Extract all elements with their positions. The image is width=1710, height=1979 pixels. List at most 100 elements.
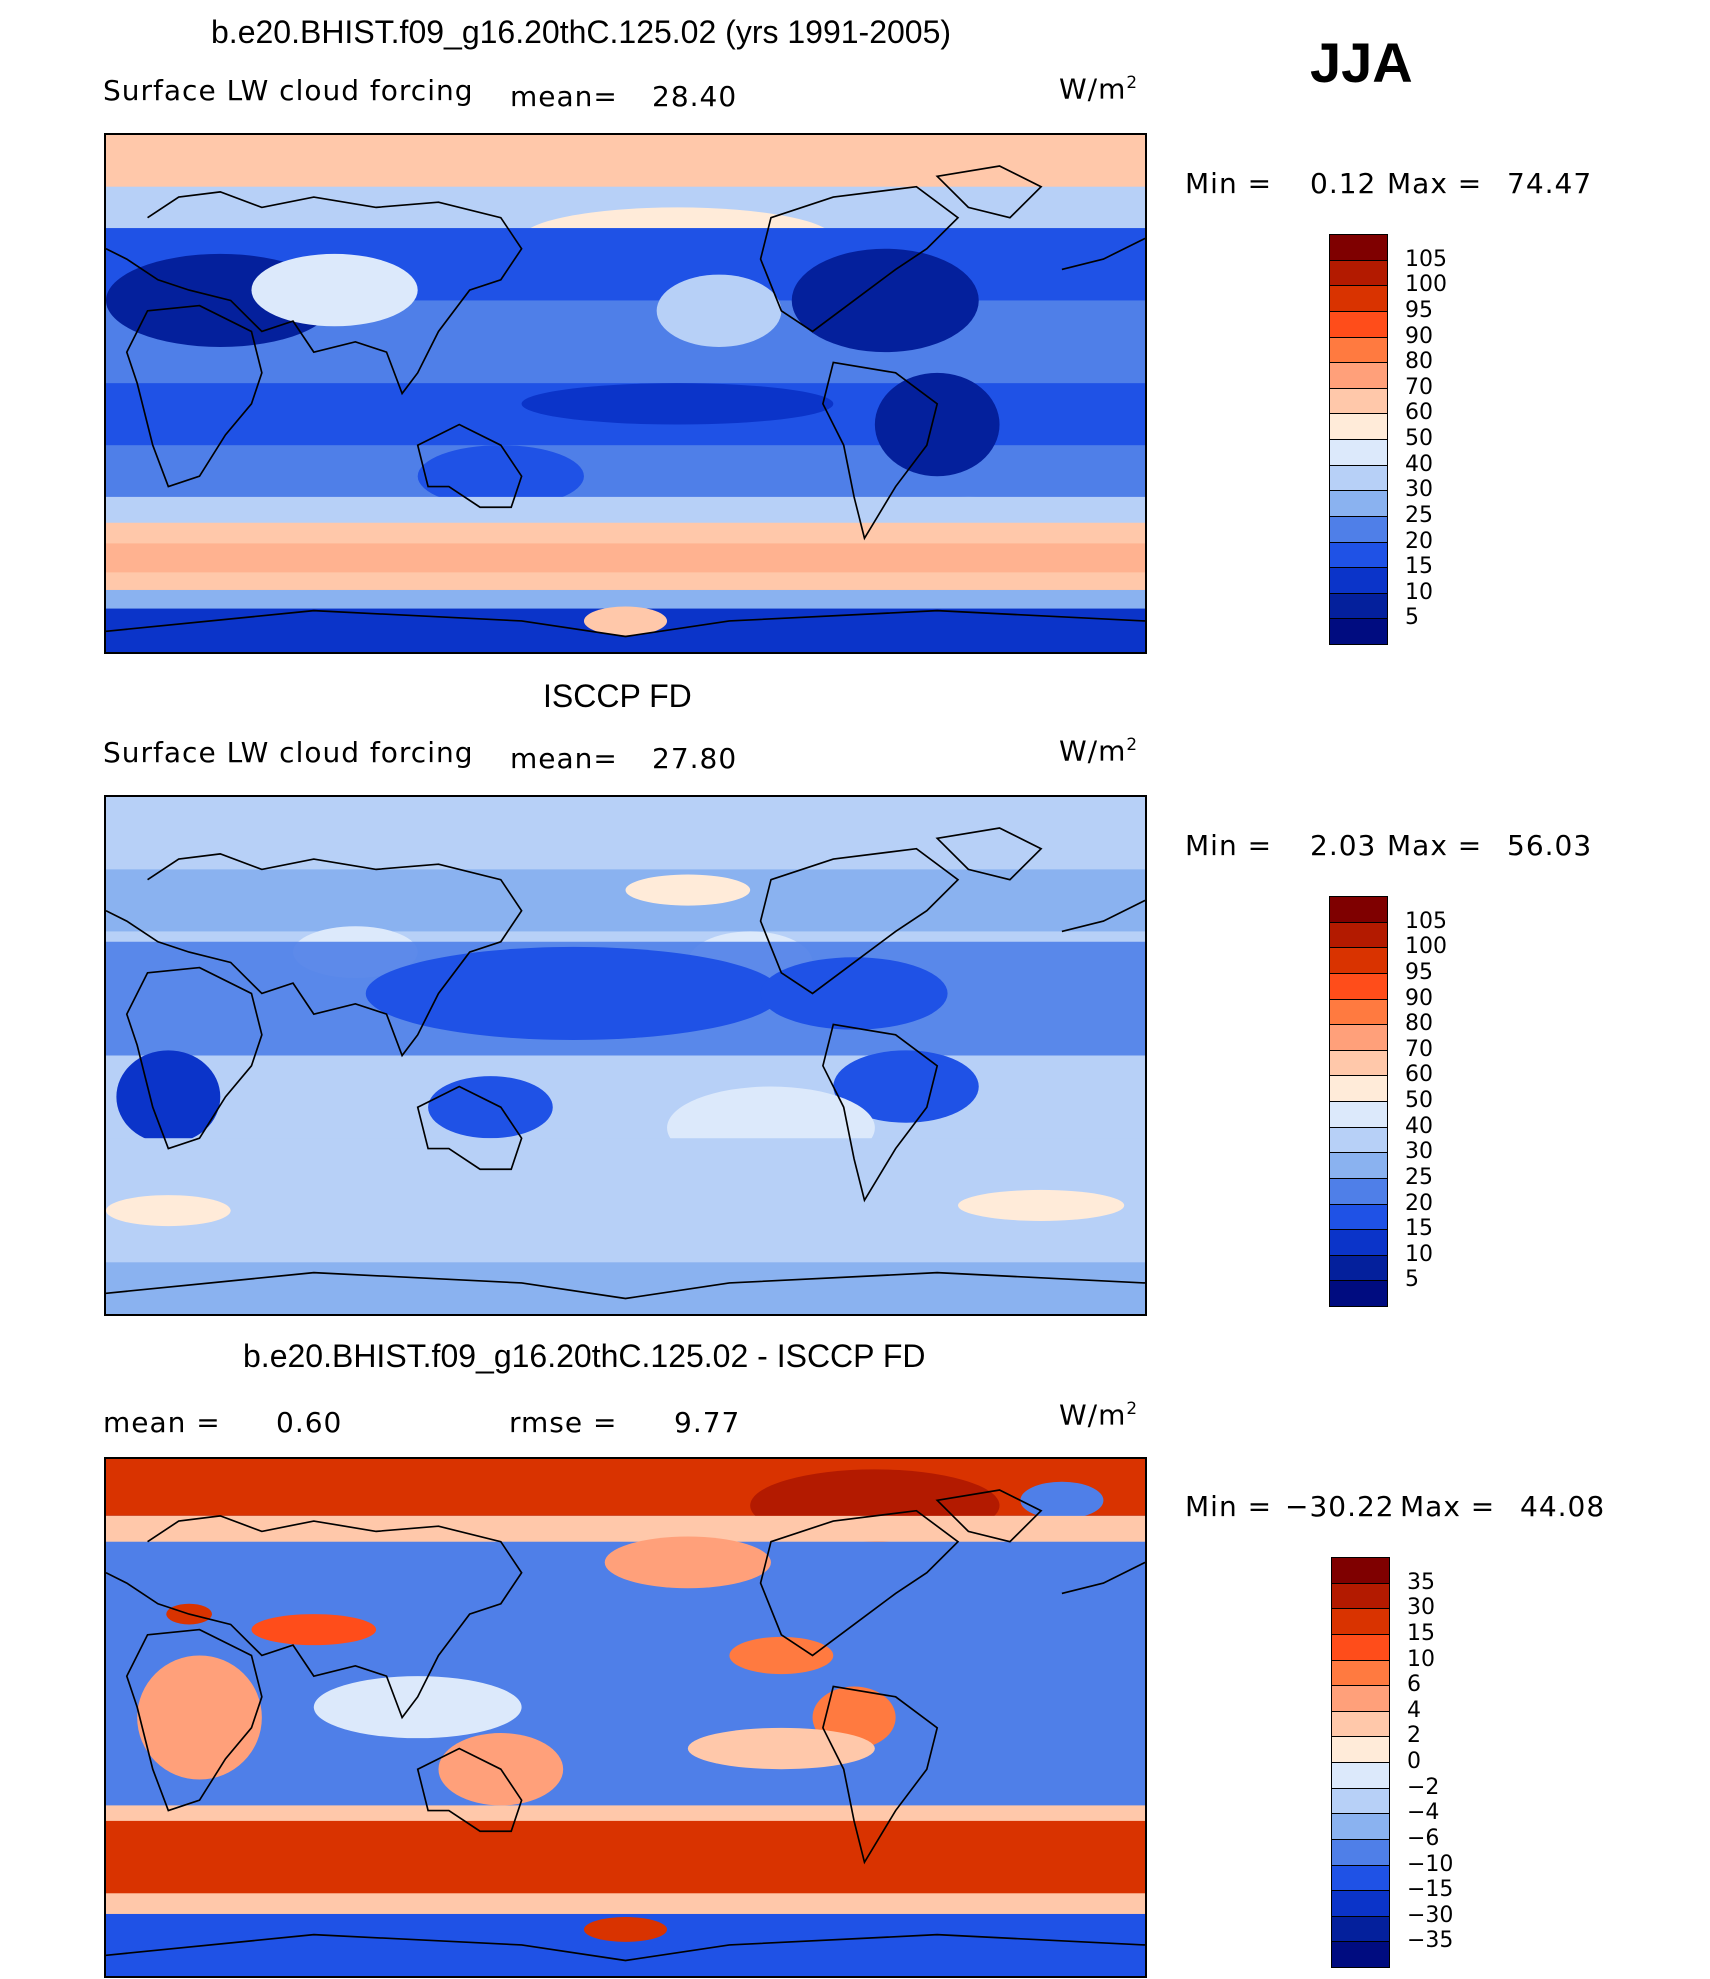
colorbar-box [1329,972,1388,1000]
panel-3-map [104,1457,1147,1978]
colorbar-tick-label: −10 [1407,1851,1454,1877]
colorbar-tick-label: 10 [1407,1646,1435,1672]
colorbar-tick-label: 5 [1405,605,1419,631]
panel-1-mean-value: 28.40 [652,80,738,113]
colorbar-tick-label: 15 [1407,1620,1435,1646]
colorbar-tick-label: 5 [1405,1267,1419,1293]
colorbar-tick-label: 40 [1405,1113,1433,1139]
colorbar-box [1329,336,1388,364]
colorbar-tick-label: 50 [1405,426,1433,451]
colorbar-tick-label: 0 [1407,1749,1421,1774]
colorbar-box [1329,464,1388,492]
colorbar-box [1331,1864,1390,1892]
colorbar-tick-label: 105 [1405,246,1447,272]
colorbar-tick-label: 40 [1405,451,1433,477]
panel-2-mean-value: 27.80 [652,742,738,775]
panel-1-min-value: 0.12 [1310,167,1377,200]
colorbar-tick-label: 15 [1405,1216,1433,1242]
colorbar-box [1331,1633,1390,1661]
colorbar-box [1329,921,1388,949]
colorbar-box [1331,1941,1390,1968]
colorbar-box [1331,1787,1390,1815]
colorbar-box [1329,618,1388,645]
panel-1-title: b.e20.BHIST.f09_g16.20thC.125.02 (yrs 19… [211,14,952,50]
panel-1-mean-label: mean= [510,80,618,113]
colorbar-tick-label: 15 [1405,554,1433,580]
colorbar-box [1329,1229,1388,1256]
panel-2-max-label: Max = [1387,829,1483,862]
colorbar-box [1329,1049,1388,1077]
colorbar-tick-label: 30 [1407,1595,1435,1621]
colorbar-tick-label: 60 [1405,1062,1433,1088]
colorbar-box [1331,1608,1390,1635]
colorbar-tick-label: 80 [1405,349,1433,375]
colorbar-box [1329,998,1388,1026]
panel-2-field [106,797,1145,1314]
colorbar-box [1329,1152,1388,1179]
panel-1-variable: Surface LW cloud forcing [103,74,474,107]
colorbar-box [1329,1126,1388,1154]
colorbar-tick-label: −35 [1407,1928,1454,1954]
colorbar-box [1329,1024,1388,1051]
colorbar-tick-label: −2 [1407,1774,1440,1800]
colorbar-box [1329,259,1388,287]
colorbar-tick-label: 20 [1405,528,1433,554]
colorbar-box [1331,1838,1390,1866]
panel-2-min-value: 2.03 [1310,829,1377,862]
panel-1-colorbar: 105 100 95 90 80 70 60 50 40 30 25 20 15 10 5 [1329,234,1447,645]
colorbar-tick-label: 35 [1407,1569,1435,1595]
colorbar-box [1331,1685,1390,1712]
colorbar-tick-label: 20 [1405,1190,1433,1216]
colorbar-tick-label: 25 [1405,1164,1433,1190]
colorbar-tick-label: −15 [1407,1877,1454,1903]
colorbar-tick-label: 95 [1405,959,1433,985]
colorbar-tick-label: 2 [1407,1723,1421,1749]
colorbar-box [1329,439,1388,466]
colorbar-box [1329,515,1388,543]
panel-3-title: b.e20.BHIST.f09_g16.20thC.125.02 - ISCCP… [243,1338,926,1374]
colorbar-tick-label: 6 [1407,1672,1421,1698]
colorbar-box [1329,567,1388,594]
colorbar-tick-label: 10 [1405,1241,1433,1267]
colorbar-tick-label: 70 [1405,1036,1433,1062]
colorbar-box [1329,490,1388,517]
panel-2-min-label: Min = [1185,829,1273,862]
panel-2-map [104,795,1147,1316]
panel-3-max-label: Max = [1400,1490,1496,1523]
panel-3-min-value: −30.22 [1285,1490,1395,1523]
colorbar-tick-label: 100 [1405,272,1447,298]
colorbar-box [1331,1890,1390,1917]
colorbar-box [1329,1177,1388,1205]
panel-1-units: W/m2 [1059,72,1139,106]
colorbar-box [1329,896,1388,923]
panel-3-mean-value: 0.60 [276,1406,343,1439]
colorbar-tick-label: 25 [1405,502,1433,528]
colorbar-box [1329,1203,1388,1231]
panel-2-variable: Surface LW cloud forcing [103,736,474,769]
colorbar-box [1331,1762,1390,1789]
panel-3-units: W/m2 [1059,1398,1139,1432]
colorbar-tick-label: 70 [1405,374,1433,400]
colorbar-tick-label: 80 [1405,1011,1433,1037]
colorbar-tick-label: −30 [1407,1902,1454,1928]
panel-2-max-value: 56.03 [1507,829,1593,862]
colorbar-box [1331,1710,1390,1738]
colorbar-box [1331,1813,1390,1840]
panel-3-colorbar: 35 30 15 10 6 4 2 0 −2 −4 −6 −10 −15 −30 −35 [1331,1557,1453,1968]
colorbar-tick-label: −4 [1407,1800,1440,1826]
colorbar-tick-label: 10 [1405,579,1433,605]
panel-2-units: W/m2 [1059,734,1139,768]
panel-3-mean-label: mean = [103,1406,221,1439]
panel-1-field [106,135,1145,652]
panel-3-min-label: Min = [1185,1490,1273,1523]
panel-3-rmse-label: rmse = [509,1406,618,1439]
colorbar-box [1329,362,1388,389]
colorbar-box [1329,1075,1388,1102]
colorbar-box [1329,1280,1388,1307]
season-label: JJA [1310,31,1413,94]
colorbar-tick-label: 30 [1405,477,1433,503]
colorbar-box [1331,1582,1390,1610]
colorbar-box [1329,285,1388,312]
colorbar-tick-label: 50 [1405,1088,1433,1113]
colorbar-tick-label: 90 [1405,323,1433,349]
